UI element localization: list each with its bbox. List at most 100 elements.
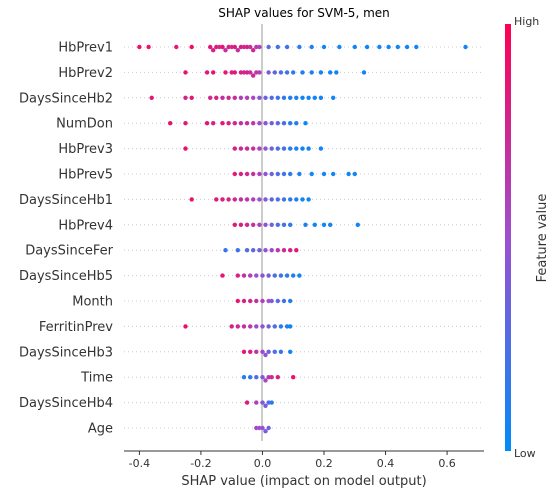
shap-point [214,95,219,101]
shap-point [211,48,216,53]
shap-point [257,146,262,151]
shap-point [229,44,234,50]
shap-point [303,222,308,227]
shap-point [238,222,244,227]
shap-point [269,375,274,380]
shap-point [278,70,284,75]
shap-point [214,44,219,50]
shap-point [248,375,253,380]
feature-label: DaysSinceFer [25,244,113,259]
shap-point [232,70,237,75]
shap-point [294,121,299,126]
shap-point [321,44,327,50]
shap-point [232,121,237,126]
shap-point [263,197,268,202]
shap-point [226,44,231,50]
feature-labels: HbPrev1 HbPrev2 DaysSinceHb2 NumDon HbPrev3 H… [19,41,114,437]
shap-point [281,121,287,126]
shap-point [244,248,250,253]
feature-label: Age [88,422,113,437]
shap-point [288,171,293,177]
shap-point [226,197,231,202]
shap-point [257,425,262,431]
feature-label: HbPrev5 [58,168,113,183]
shap-point [288,248,293,253]
shap-point [377,44,382,50]
shap-point [288,222,293,227]
shap-point [241,375,247,380]
shap-point [284,273,290,278]
shap-point [226,95,231,101]
shap-point [263,429,268,434]
shap-point [223,248,228,253]
shap-point [260,273,265,278]
shap-point [263,248,268,253]
feature-label: HbPrev1 [58,41,113,56]
shap-point [346,171,351,177]
shap-point [306,146,311,151]
shap-point [291,273,296,278]
shap-point [291,375,296,380]
shap-point [263,171,268,177]
shap-point [238,70,244,75]
shap-point [248,44,253,50]
shap-point [294,248,299,253]
shap-point [220,95,225,101]
shap-point [244,171,250,177]
shap-point [137,44,142,50]
shap-point [235,48,240,53]
shap-point [306,95,311,101]
shap-point [174,44,179,50]
shap-point [269,197,274,202]
shap-point [352,171,357,177]
colorbar-title: Feature value [535,194,550,283]
shap-point [275,146,280,151]
shap-point [251,48,256,53]
shap-point [244,222,250,227]
feature-label: FerritinPrev [39,320,113,335]
shap-point [208,44,213,50]
shap-point [223,70,228,75]
shap-point [303,121,308,126]
shap-point [266,425,271,431]
shap-point [266,349,271,354]
shap-point [275,298,280,304]
shap-point [364,44,370,50]
shap-point [266,273,271,278]
x-tick-label: -0.2 [190,457,211,470]
shap-point [272,349,277,354]
shap-point [214,197,219,202]
feature-label: DaysSinceHb1 [19,193,113,208]
shap-point [241,70,247,75]
shap-point [263,121,268,126]
shap-point [254,298,259,304]
shap-point [244,44,250,50]
shap-point [288,146,293,151]
shap-point [257,222,262,227]
shap-point [254,349,259,354]
shap-point [149,95,154,101]
shap-point [248,298,253,304]
shap-point [257,197,262,202]
shap-point [328,222,333,227]
shap-point [257,248,262,253]
colorbar [505,24,511,451]
shap-point [269,171,274,177]
shap-point [263,378,268,383]
shap-point [211,121,216,126]
feature-label: HbPrev3 [58,142,113,157]
shap-point [183,324,188,329]
shap-point [272,273,277,278]
shap-point [244,197,250,202]
colorbar-low-label: Low [514,447,536,460]
shap-point [275,222,280,227]
shap-point [235,298,240,304]
shap-point [297,171,302,177]
shap-point [257,95,262,101]
shap-point [204,70,210,75]
shap-point [266,375,271,380]
feature-label: HbPrev4 [58,218,113,233]
shap-point [211,70,216,75]
shap-point [281,248,287,253]
